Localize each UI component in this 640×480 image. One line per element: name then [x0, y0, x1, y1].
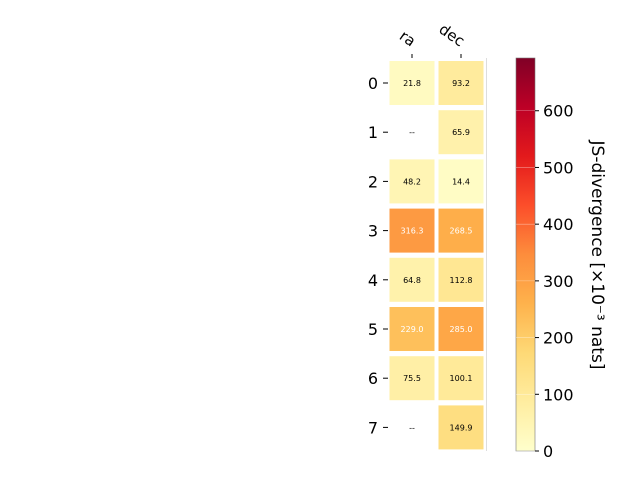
row-label: 7 [368, 418, 378, 437]
heatmap-cell [438, 405, 484, 450]
heatmap-cells: 21.8 93.2 -- 65.9 48.2 14.4 316.3 268.5 64.8 112.… [389, 58, 487, 451]
colorbar-tick-label: 500 [543, 158, 574, 177]
cell-value-label: 14.4 [452, 177, 470, 186]
heatmap-cell [389, 307, 435, 351]
heatmap-cell [438, 307, 484, 351]
heatmap-cell [389, 208, 435, 253]
cell-value-label: 149.9 [450, 423, 473, 432]
colorbar-tick-label: 600 [543, 102, 574, 121]
cell-value-label: 75.5 [403, 374, 421, 383]
heatmap-cell [438, 159, 484, 204]
cell-value-label: 48.2 [403, 177, 421, 186]
heatmap-cell [438, 110, 484, 155]
cell-value-label: 316.3 [401, 227, 424, 236]
colorbar: 0 100 200 300 400 500 600 JS-divergence [×10⁻³ … [515, 57, 607, 461]
row-label: 5 [368, 320, 378, 339]
cell-value-label: 100.1 [450, 374, 473, 383]
heatmap-cell [389, 257, 435, 302]
row-label: 4 [368, 271, 378, 290]
heatmap-cell [438, 208, 484, 253]
cell-value-label: 112.8 [450, 276, 473, 285]
heatmap-cell [389, 61, 435, 105]
cell-value-label: 21.8 [403, 79, 421, 88]
cell-value-label: 268.5 [450, 227, 473, 236]
heatmap-cell [438, 61, 484, 105]
colorbar-tick-label: 0 [543, 442, 553, 461]
cell-value-label: 65.9 [452, 128, 470, 137]
column-label: ra [396, 27, 419, 51]
heatmap-cell [438, 356, 484, 401]
colorbar-tick-label: 300 [543, 272, 574, 291]
row-label: 2 [368, 172, 378, 191]
heatmap-cell [389, 356, 435, 401]
cell-value-label: 93.2 [452, 79, 470, 88]
row-label: 0 [368, 74, 378, 93]
colorbar-tick-label: 100 [543, 385, 574, 404]
colorbar-tick-label: 200 [543, 329, 574, 348]
cell-value-label: -- [409, 423, 415, 432]
row-labels: 0 1 2 3 4 5 6 7 [368, 74, 388, 437]
row-label: 1 [368, 123, 378, 142]
column-labels: ra dec [396, 20, 468, 58]
colorbar-gradient [515, 57, 536, 452]
cell-value-label: -- [409, 128, 415, 137]
cell-value-label: 229.0 [401, 325, 424, 334]
heatmap-cell [389, 159, 435, 204]
colorbar-label: JS-divergence [×10⁻³ nats] [587, 140, 607, 370]
cell-value-label: 285.0 [450, 325, 473, 334]
row-label: 6 [368, 369, 378, 388]
cell-value-label: 64.8 [403, 276, 421, 285]
colorbar-tick-label: 400 [543, 215, 574, 234]
row-label: 3 [368, 222, 378, 241]
column-label: dec [436, 20, 468, 50]
heatmap-cell [438, 257, 484, 302]
